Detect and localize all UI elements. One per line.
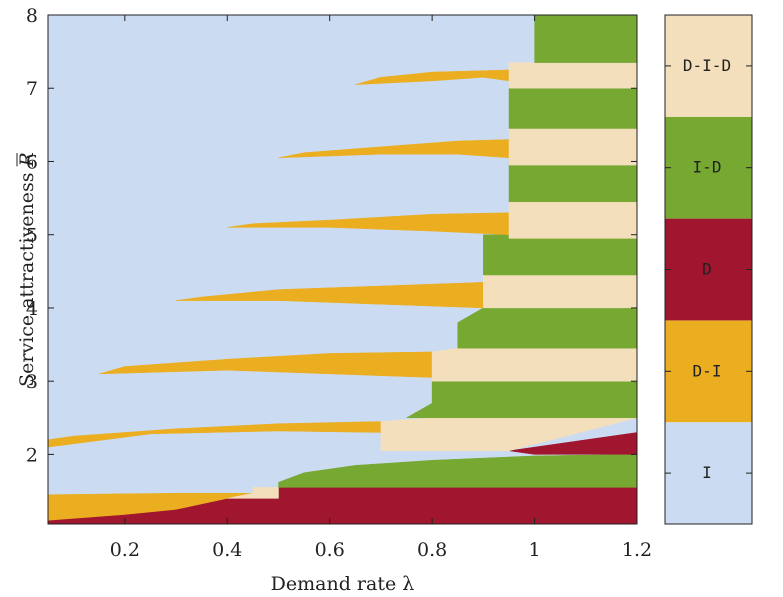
x-tick-label: 0.2	[110, 539, 140, 561]
region-d-i-d-15	[508, 201, 638, 239]
region-i-d-19	[508, 87, 638, 129]
region-i-d-10	[457, 307, 638, 349]
plot-area	[47, 14, 638, 525]
region-d-i-d-12	[483, 274, 638, 309]
x-axis-title: Demand rate λ	[271, 573, 415, 595]
y-tick-label: 3	[26, 371, 38, 393]
colorbar-label: I	[702, 463, 712, 482]
y-axis-title-symbol: R	[16, 152, 38, 167]
y-tick-label: 6	[26, 151, 38, 173]
colorbar-label: I-D	[693, 158, 722, 177]
y-axis: 2 3 4 5 6 7 8	[26, 5, 637, 466]
y-tick-label: 5	[26, 225, 38, 247]
colorbar-swatch	[665, 422, 752, 524]
colorbar-swatch	[665, 218, 752, 321]
colorbar-label: D-I-D	[683, 56, 731, 75]
colorbar-swatch	[665, 15, 752, 117]
region-d-i-5	[47, 421, 382, 448]
colorbar-frame	[664, 14, 753, 525]
region-d-i-d-21	[508, 62, 638, 89]
y-tick-label: 8	[26, 5, 38, 27]
region-i-d-22	[534, 14, 638, 63]
region-d-i-d-2	[227, 487, 279, 499]
colorbar-swatch	[665, 320, 752, 423]
x-axis: 0.2 0.4 0.6 0.8 1 1.2	[110, 15, 652, 561]
region-i-d-16	[508, 161, 638, 203]
y-tick-label: 7	[26, 78, 38, 100]
y-tick-label: 4	[26, 298, 38, 320]
x-tick-label: 0.6	[315, 539, 345, 561]
colorbar-label: D	[702, 260, 712, 279]
x-tick-label: 0.8	[417, 539, 447, 561]
x-tick-label: 1	[529, 539, 541, 561]
region-i-d-7	[405, 380, 638, 419]
plot-frame	[47, 14, 638, 525]
x-tick-label: 1.2	[622, 539, 652, 561]
colorbar-label: D-I	[693, 361, 722, 380]
y-axis-title-text: Service attractiveness	[16, 166, 38, 386]
y-tick-label: 2	[26, 444, 38, 466]
region-d-i-d-9	[431, 347, 638, 382]
x-tick-label: 0.4	[212, 539, 242, 561]
region-d-i-d-18	[508, 128, 638, 166]
colorbar-swatch	[665, 116, 752, 219]
colorbar: I D-I D I-D D-I-D	[664, 14, 753, 525]
region-i-d-13	[483, 234, 638, 276]
y-axis-title: Service attractiveness R	[16, 152, 38, 387]
